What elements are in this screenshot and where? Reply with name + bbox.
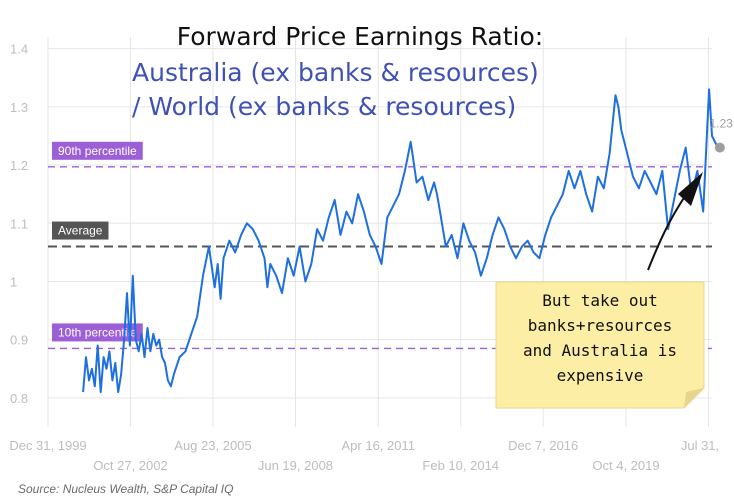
x-tick-label: Feb 10, 2014 bbox=[422, 458, 499, 473]
y-tick-label: 1.4 bbox=[10, 42, 28, 57]
note-line-1: But take out bbox=[542, 291, 658, 310]
chart-subtitle-line-2: / World (ex banks & resources) bbox=[132, 92, 516, 121]
y-tick-label: 0.8 bbox=[10, 391, 28, 406]
y-tick-label: 1.1 bbox=[10, 216, 28, 231]
x-tick-label: Oct 27, 2002 bbox=[93, 458, 167, 473]
x-tick-label: Dec 7, 2016 bbox=[508, 438, 578, 453]
x-tick-label: Jun 19, 2008 bbox=[258, 458, 333, 473]
y-axis-ticks: 0.8 0.9 1 1.1 1.2 1.3 1.4 bbox=[10, 42, 28, 406]
chart-title: Forward Price Earnings Ratio: bbox=[177, 22, 543, 51]
ref-label-bg-average bbox=[52, 221, 109, 240]
last-value-label: 1.23 bbox=[709, 117, 733, 131]
ref-label-average: Average bbox=[58, 224, 103, 238]
x-tick-label: Oct 4, 2019 bbox=[592, 458, 659, 473]
last-value-marker bbox=[714, 142, 725, 153]
x-tick-label: Aug 23, 2005 bbox=[174, 438, 251, 453]
annotation-arrow bbox=[647, 172, 703, 271]
series-line bbox=[82, 88, 719, 394]
note-fold bbox=[684, 388, 704, 408]
ref-label-bg-10th-percentile bbox=[52, 323, 143, 342]
ref-label-10th-percentile: 10th percentile bbox=[58, 325, 137, 339]
note-line-2: banks+resources bbox=[528, 316, 673, 335]
note-line-3: and Australia is bbox=[523, 341, 677, 360]
ref-label-bg-90th-percentile bbox=[52, 141, 143, 160]
chart-subtitle-line-1: Australia (ex banks & resources) bbox=[132, 58, 539, 87]
series bbox=[82, 88, 719, 394]
x-tick-label: Dec 31, 1999 bbox=[9, 438, 86, 453]
arrow-head bbox=[678, 172, 703, 206]
y-tick-label: 1.2 bbox=[10, 158, 28, 173]
x-tick-label: Jul 31, bbox=[681, 438, 719, 453]
x-axis-ticks: Dec 31, 1999 Aug 23, 2005 Apr 16, 2011 Dec … bbox=[9, 438, 719, 473]
y-tick-label: 0.9 bbox=[10, 333, 28, 348]
y-tick-label: 1.3 bbox=[10, 100, 28, 115]
note-line-4: expensive bbox=[557, 366, 644, 385]
x-tick-label: Apr 16, 2011 bbox=[342, 438, 415, 453]
ref-label-90th-percentile: 90th percentile bbox=[58, 144, 137, 158]
annotation-note: But take out banks+resources and Austral… bbox=[495, 281, 705, 409]
y-tick-label: 1 bbox=[10, 274, 17, 289]
source-note: Source: Nucleus Wealth, S&P Capital IQ bbox=[18, 482, 233, 496]
